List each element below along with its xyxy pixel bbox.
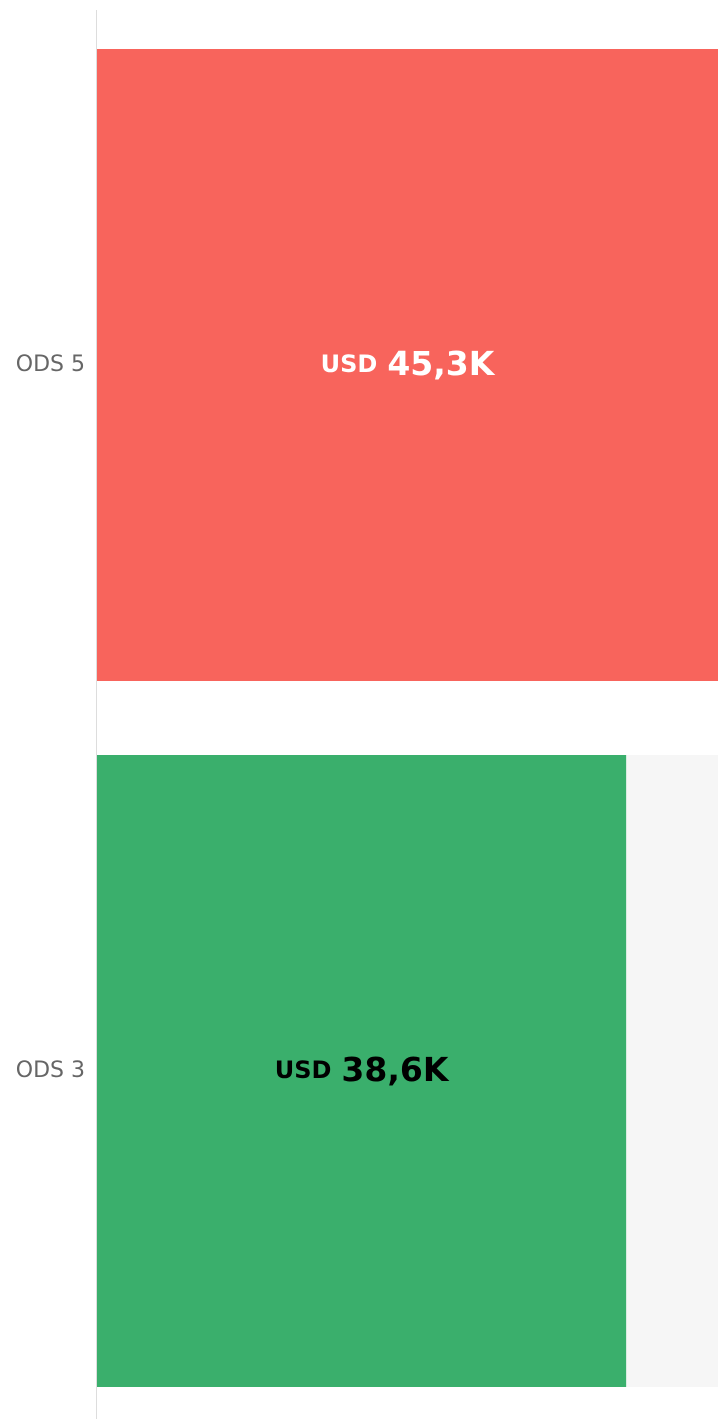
y-tick-label: ODS 5 [16, 352, 85, 377]
bar [97, 755, 627, 1387]
value-label: USD 38,6K [275, 1050, 450, 1089]
value-number: 38,6K [341, 1050, 449, 1089]
y-tick-label: ODS 3 [16, 1058, 85, 1083]
bar [97, 49, 718, 681]
value-label: USD 45,3K [321, 344, 496, 383]
value-prefix: USD [321, 350, 378, 378]
value-prefix: USD [275, 1056, 332, 1084]
value-number: 45,3K [387, 344, 495, 383]
